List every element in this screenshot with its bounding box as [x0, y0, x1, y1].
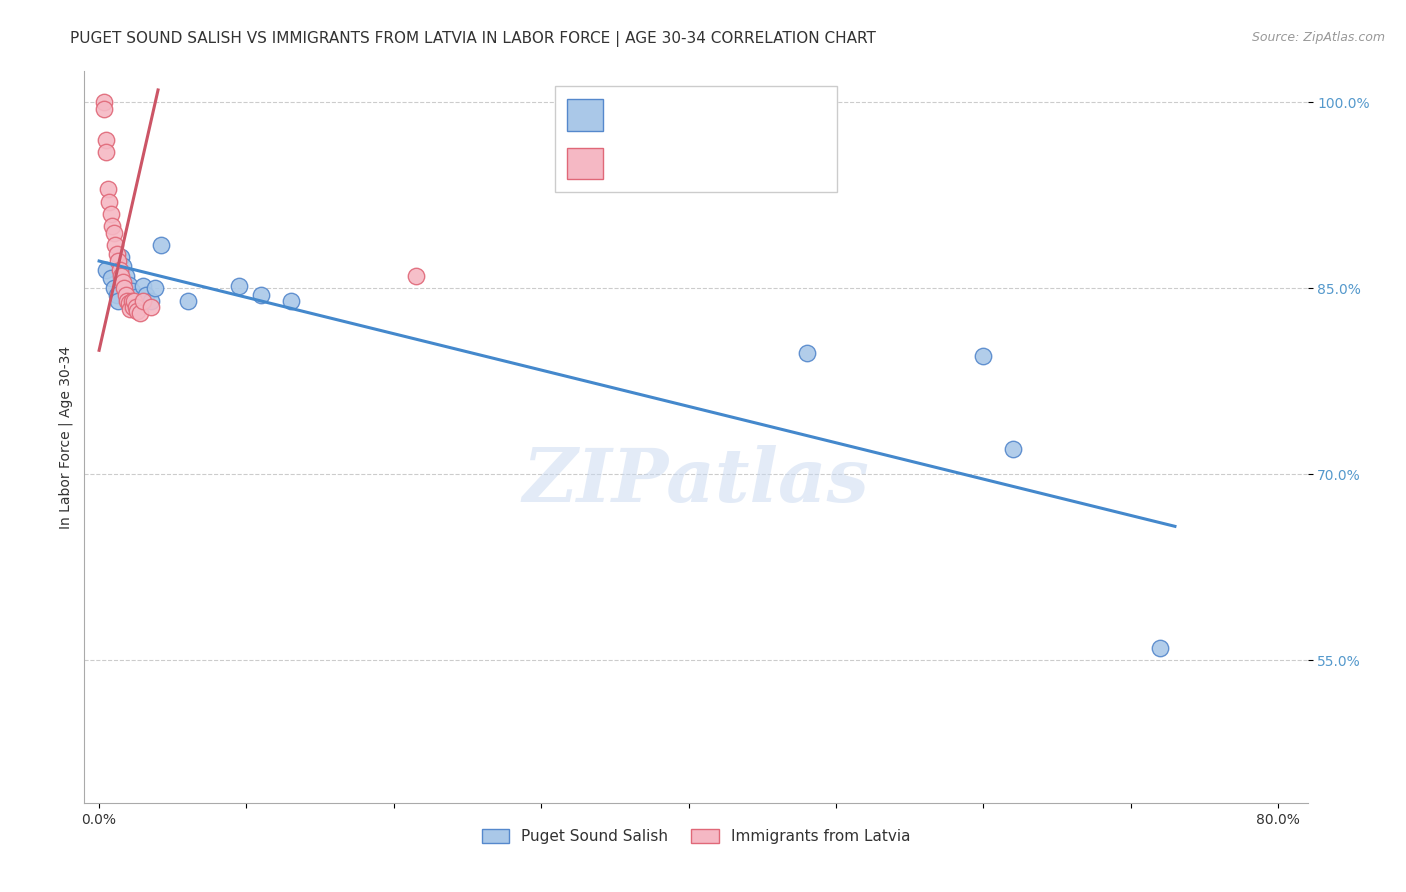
Point	[98, 194, 121, 209]
Point	[124, 293, 146, 308]
Point	[107, 254, 129, 268]
Point	[1149, 640, 1171, 655]
Point	[112, 281, 135, 295]
Point	[111, 275, 134, 289]
Point	[228, 278, 250, 293]
Point	[121, 293, 143, 308]
Point	[118, 302, 141, 317]
Point	[103, 226, 125, 240]
Point	[125, 290, 148, 304]
Point	[93, 102, 115, 116]
Text: ZIPatlas: ZIPatlas	[523, 445, 869, 517]
Point	[150, 238, 173, 252]
Point	[139, 293, 162, 308]
Point	[972, 350, 994, 364]
Point	[110, 250, 132, 264]
Point	[405, 268, 427, 283]
Point	[105, 246, 128, 260]
Point	[129, 306, 152, 320]
Point	[96, 132, 118, 146]
Point	[96, 262, 118, 277]
Point	[128, 296, 150, 310]
Point	[132, 293, 155, 308]
Point	[143, 281, 166, 295]
Point	[104, 238, 127, 252]
Text: PUGET SOUND SALISH VS IMMIGRANTS FROM LATVIA IN LABOR FORCE | AGE 30-34 CORRELAT: PUGET SOUND SALISH VS IMMIGRANTS FROM LA…	[70, 31, 876, 47]
Point	[796, 345, 818, 359]
Point	[117, 296, 139, 310]
Point	[117, 277, 139, 292]
Point	[110, 268, 132, 283]
Point	[122, 300, 145, 314]
Point	[96, 145, 118, 159]
Point	[139, 300, 162, 314]
Point	[125, 300, 148, 314]
Point	[114, 268, 136, 283]
Point	[1001, 442, 1024, 457]
Point	[115, 293, 138, 308]
Legend: Puget Sound Salish, Immigrants from Latvia: Puget Sound Salish, Immigrants from Latv…	[475, 822, 917, 850]
Point	[93, 95, 115, 110]
Text: Source: ZipAtlas.com: Source: ZipAtlas.com	[1251, 31, 1385, 45]
Point	[108, 262, 131, 277]
Point	[97, 182, 120, 196]
Point	[250, 287, 273, 301]
Point	[127, 303, 149, 318]
Point	[103, 281, 125, 295]
Point	[132, 278, 155, 293]
Point	[100, 207, 122, 221]
Point	[101, 219, 124, 234]
Y-axis label: In Labor Force | Age 30-34: In Labor Force | Age 30-34	[59, 345, 73, 529]
Point	[111, 259, 134, 273]
Point	[176, 293, 198, 308]
Point	[105, 287, 128, 301]
Point	[135, 287, 157, 301]
Point	[107, 293, 129, 308]
Point	[100, 271, 122, 285]
Point	[114, 287, 136, 301]
Point	[280, 293, 302, 308]
Point	[121, 284, 143, 298]
